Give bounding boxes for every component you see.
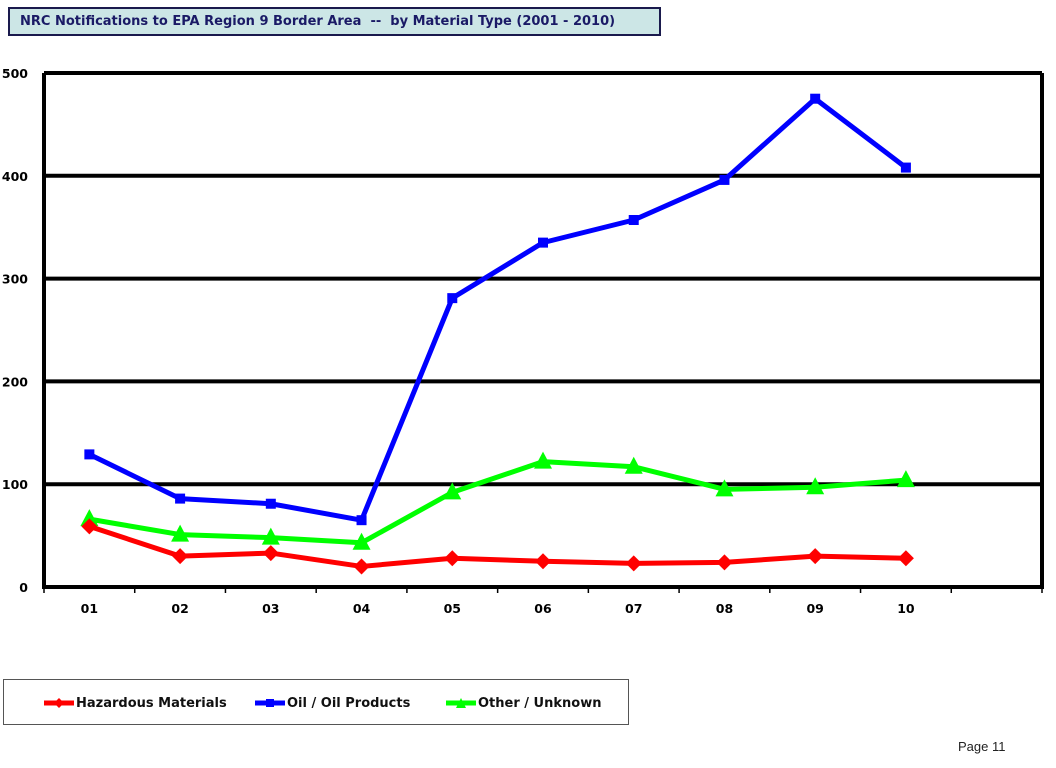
data-point-square: [810, 93, 821, 104]
data-point-square: [447, 293, 458, 304]
data-point-diamond: [625, 555, 642, 572]
series-line-0: [88, 523, 906, 569]
data-point-triangle: [80, 509, 99, 527]
y-tick-label: 0: [19, 580, 28, 595]
legend-item-other: Other / Unknown: [444, 680, 601, 726]
data-point-diamond: [262, 545, 279, 562]
data-point-diamond: [807, 548, 824, 565]
x-tick-label: 04: [353, 601, 371, 616]
y-tick-label: 200: [2, 374, 28, 389]
series-line-1: [88, 96, 908, 523]
x-tick-label: 03: [262, 601, 279, 616]
x-tick-label: 07: [625, 601, 642, 616]
data-point-square: [900, 162, 911, 173]
data-point-triangle: [443, 482, 462, 500]
chart-title: NRC Notifications to EPA Region 9 Border…: [20, 14, 616, 29]
data-point-triangle: [261, 527, 280, 545]
x-tick-label: 01: [81, 601, 98, 616]
legend: Hazardous Materials Oil / Oil Products O…: [3, 679, 629, 725]
data-point-diamond: [897, 550, 914, 567]
data-point-diamond: [353, 558, 370, 575]
legend-label-oil: Oil / Oil Products: [287, 695, 411, 711]
y-tick-label: 400: [2, 169, 28, 184]
data-point-square: [84, 449, 95, 460]
data-point-triangle: [352, 532, 371, 550]
data-point-triangle: [171, 524, 190, 542]
y-tick-label: 300: [2, 272, 28, 287]
data-point-square: [175, 493, 186, 504]
line-chart: 0 100 200 300 400 500 01 02 03 04 05 06 07 08 09 10: [2, 66, 1044, 616]
legend-label-hazardous: Hazardous Materials: [76, 695, 227, 711]
legend-label-other: Other / Unknown: [478, 695, 602, 711]
y-tick-label: 100: [2, 477, 28, 492]
data-point-square: [538, 237, 548, 248]
chart-title-box: NRC Notifications to EPA Region 9 Border…: [8, 7, 661, 36]
y-tick-label: 500: [2, 66, 28, 81]
data-point-triangle: [715, 479, 734, 497]
data-point-square: [719, 174, 730, 185]
legend-item-hazardous: Hazardous Materials: [42, 680, 227, 726]
data-point-square: [356, 515, 367, 526]
x-tick-label: 05: [444, 601, 461, 616]
data-point-diamond: [81, 518, 98, 535]
data-point-square: [628, 215, 639, 226]
data-point-square: [265, 498, 276, 509]
data-point-triangle: [896, 470, 915, 488]
data-point-triangle: [806, 477, 825, 495]
data-point-diamond: [444, 550, 461, 567]
page-number: Page 11: [958, 739, 1006, 754]
data-point-diamond: [172, 548, 189, 565]
legend-item-oil: Oil / Oil Products: [253, 680, 410, 726]
legend-square-icon: [255, 699, 285, 707]
data-point-triangle: [624, 456, 643, 474]
legend-triangle-icon: [446, 698, 476, 708]
x-tick-label: 10: [897, 601, 915, 616]
x-tick-label: 06: [534, 601, 552, 616]
data-point-triangle: [534, 451, 552, 469]
x-tick-label: 09: [806, 601, 823, 616]
legend-diamond-icon: [44, 698, 74, 708]
x-tick-label: 02: [171, 601, 188, 616]
data-point-diamond: [535, 553, 551, 570]
data-point-diamond: [716, 554, 733, 571]
x-tick-label: 08: [716, 601, 733, 616]
series-line-2: [88, 459, 907, 546]
